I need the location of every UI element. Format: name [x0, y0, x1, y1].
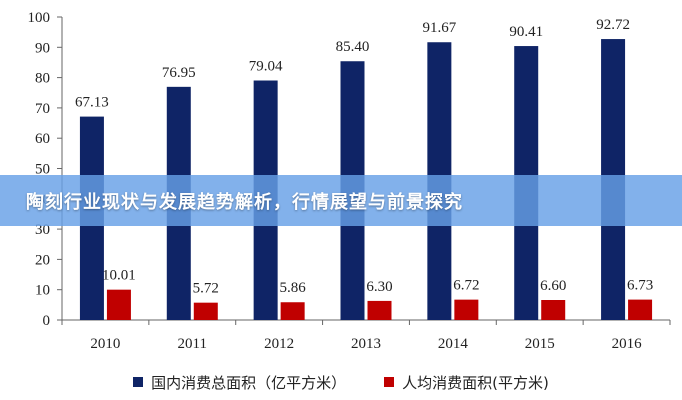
legend-label-per-capita: 人均消费面积(平方米)	[402, 373, 549, 392]
y-tick-label: 80	[35, 71, 50, 87]
legend-swatch-total-area	[133, 377, 144, 387]
banner-title: 陶刻行业现状与发展趋势解析，行情展望与前景探究	[26, 191, 463, 213]
bar-per-capita	[628, 299, 653, 320]
data-label-per-capita: 5.72	[193, 281, 219, 297]
bar-per-capita	[280, 302, 305, 320]
data-label-total-area: 91.67	[422, 20, 456, 36]
x-tick-label: 2014	[438, 336, 469, 352]
bar-per-capita	[541, 300, 566, 320]
data-label-per-capita: 6.30	[366, 279, 392, 295]
title-banner: 陶刻行业现状与发展趋势解析，行情展望与前景探究	[0, 175, 682, 226]
y-tick-label: 90	[35, 40, 50, 56]
legend-label-total-area: 国内消费总面积（亿平方米）	[151, 373, 347, 392]
y-tick-label: 20	[35, 252, 50, 268]
data-label-per-capita: 6.72	[453, 278, 479, 294]
x-tick-label: 2016	[612, 336, 643, 352]
data-label-per-capita: 6.60	[540, 278, 566, 294]
data-label-per-capita: 10.01	[102, 268, 136, 284]
y-tick-label: 30	[35, 222, 50, 238]
data-label-total-area: 85.40	[336, 39, 370, 55]
data-label-total-area: 79.04	[249, 59, 283, 75]
data-label-total-area: 90.41	[509, 24, 543, 40]
data-label-per-capita: 5.86	[280, 280, 307, 296]
data-label-total-area: 67.13	[75, 95, 109, 111]
legend-swatch-per-capita	[384, 377, 395, 387]
x-tick-label: 2010	[90, 336, 120, 352]
bar-per-capita	[454, 299, 479, 320]
x-tick-label: 2012	[264, 336, 294, 352]
y-tick-label: 70	[35, 101, 50, 117]
bar-per-capita	[193, 302, 218, 320]
x-tick-label: 2013	[351, 336, 381, 352]
x-tick-label: 2011	[178, 336, 207, 352]
y-tick-label: 50	[35, 162, 50, 178]
data-label-per-capita: 6.73	[627, 278, 653, 294]
y-tick-label: 0	[43, 313, 51, 329]
data-label-total-area: 76.95	[162, 65, 196, 81]
legend-item-per-capita: 人均消费面积(平方米)	[384, 372, 549, 393]
x-tick-label: 2015	[525, 336, 555, 352]
bar-per-capita	[106, 289, 131, 320]
data-label-total-area: 92.72	[596, 17, 630, 33]
y-tick-label: 100	[28, 10, 51, 26]
chart-legend: 国内消费总面积（亿平方米） 人均消费面积(平方米)	[0, 370, 682, 394]
y-tick-label: 10	[35, 283, 50, 299]
legend-item-total-area: 国内消费总面积（亿平方米）	[133, 372, 346, 393]
bar-per-capita	[367, 300, 392, 320]
chart-labels: 67.13 76.95 79.04 85.40 91.67 90.41 92.72 10.01…	[75, 17, 653, 297]
y-tick-label: 60	[35, 131, 50, 147]
